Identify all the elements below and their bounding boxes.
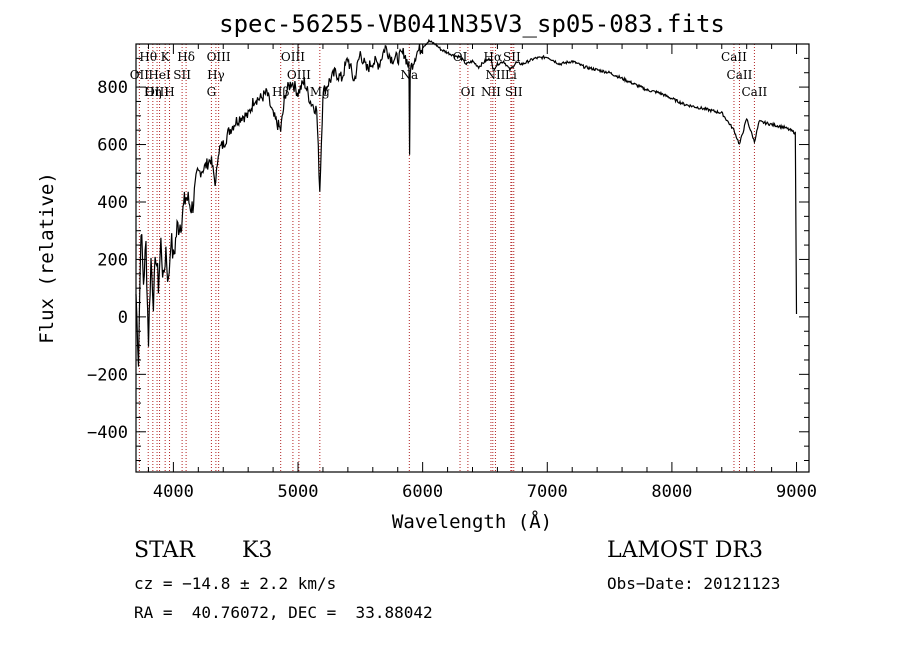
- line-label-11: G: [207, 85, 217, 99]
- y-axis: −400 −200 0 200 400 600 800: [87, 57, 809, 462]
- line-label-7: Hη: [144, 85, 162, 99]
- y-axis-label: Flux (relative): [36, 172, 58, 344]
- y-tick-label-3: 200: [97, 250, 128, 270]
- x-axis-label: Wavelength (Å): [392, 510, 552, 533]
- line-label-22: Li: [505, 68, 517, 82]
- line-label-10: Hγ: [207, 68, 225, 82]
- ra-dec: RA = 40.76072, DEC = 33.88042: [134, 603, 433, 622]
- line-label-21: NII: [485, 68, 505, 82]
- line-label-2: Hδ: [177, 50, 195, 64]
- line-label-27: CaII: [741, 85, 767, 99]
- x-tick-label-1: 5000: [278, 482, 319, 502]
- line-markers: [138, 44, 755, 472]
- line-label-5: SII: [173, 68, 191, 82]
- line-label-23: NII: [481, 85, 501, 99]
- object-class: STAR: [134, 538, 195, 563]
- line-label-8: H: [164, 85, 174, 99]
- x-tick-label-4: 8000: [651, 482, 692, 502]
- line-label-9: OIII: [207, 50, 231, 64]
- line-label-19: Hα: [484, 50, 503, 64]
- line-label-4: HeI: [148, 68, 171, 82]
- line-label-13: OIII: [287, 68, 311, 82]
- x-axis: 4000 5000 6000 7000 8000 9000: [147, 44, 817, 502]
- x-tick-label-2: 6000: [402, 482, 443, 502]
- line-label-25: CaII: [721, 50, 747, 64]
- x-tick-label-3: 7000: [527, 482, 568, 502]
- line-label-3: OII: [130, 68, 150, 82]
- line-label-20: SII: [503, 50, 521, 64]
- redshift-cz: cz = −14.8 ± 2.2 km/s: [134, 574, 337, 593]
- y-tick-label-4: 400: [97, 193, 128, 213]
- x-tick-label-5: 9000: [776, 482, 817, 502]
- line-label-12: OIII: [281, 50, 305, 64]
- survey-name: LAMOST DR3: [607, 538, 763, 563]
- y-tick-label-5: 600: [97, 136, 128, 156]
- obs-date: Obs−Date: 20121123: [607, 574, 781, 593]
- line-label-18: OI: [461, 85, 476, 99]
- object-subclass: K3: [242, 538, 273, 563]
- line-label-6: OIII: [145, 85, 169, 99]
- y-tick-label-6: 800: [97, 78, 128, 98]
- line-label-24: SII: [505, 85, 523, 99]
- y-tick-label-0: −400: [87, 423, 128, 443]
- y-tick-label-1: −200: [87, 365, 128, 385]
- line-label-1: K: [161, 50, 171, 64]
- line-label-0: Hθ: [139, 50, 157, 64]
- spectrum-line: [135, 38, 798, 367]
- y-tick-label-2: 0: [118, 308, 128, 328]
- line-label-26: CaII: [727, 68, 753, 82]
- chart-title: spec-56255-VB041N35V3_sp05-083.fits: [219, 10, 725, 38]
- x-tick-label-0: 4000: [153, 482, 194, 502]
